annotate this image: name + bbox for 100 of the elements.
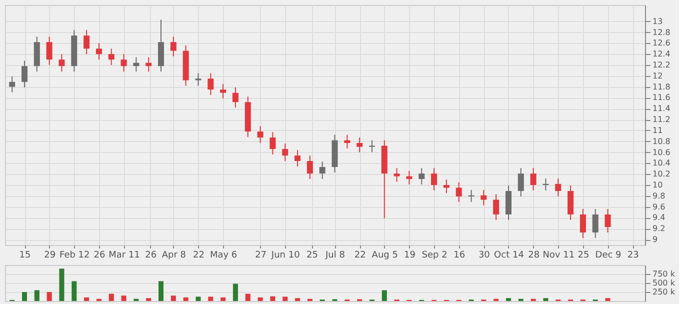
bar	[72, 281, 77, 301]
y-tick-label: 10.4	[652, 158, 670, 168]
y-tick-label: 9	[652, 235, 658, 244]
y-tick-label: 12.4	[652, 50, 670, 59]
candlestick	[319, 161, 326, 180]
bar	[605, 298, 610, 301]
bar	[282, 296, 288, 301]
x-tick-label: May 6	[210, 250, 238, 260]
x-tick-label: 25	[578, 250, 590, 260]
x-tick-label: Dec 9	[595, 250, 622, 260]
bar	[220, 297, 226, 301]
bar	[121, 296, 126, 301]
y-tick-label: 11.6	[652, 93, 670, 102]
x-tick-label: 26	[145, 250, 157, 260]
y-tick-label: 500 k	[652, 278, 676, 288]
candlestick	[456, 182, 462, 202]
y-tick-label: 10	[652, 180, 663, 190]
bar	[196, 296, 201, 301]
candlestick	[431, 168, 438, 191]
x-tick-label: 19	[404, 250, 416, 260]
candlestick	[542, 178, 549, 191]
y-tick-label: 12.6	[652, 38, 670, 48]
x-tick-label: 22	[193, 250, 204, 260]
candlestick	[9, 76, 16, 93]
bar	[170, 296, 176, 301]
candlestick	[22, 60, 28, 88]
x-tick-label: 22	[354, 250, 366, 260]
x-tick-label: Aug 5	[372, 250, 398, 260]
candlestick	[108, 48, 114, 66]
bar	[270, 296, 276, 301]
candlestick	[505, 185, 512, 220]
x-tick-label: Jun 10	[270, 250, 300, 260]
candlestick	[306, 155, 313, 180]
bar	[183, 297, 188, 301]
bar	[382, 290, 387, 301]
candlestick	[282, 143, 288, 162]
x-tick-label: Nov 11	[542, 250, 575, 260]
bar	[158, 281, 164, 301]
y-tick-label: 750 k	[652, 270, 676, 278]
bar	[84, 297, 90, 301]
candlestick	[270, 132, 276, 155]
candlestick	[580, 208, 586, 238]
x-tick-label: Apr 8	[162, 250, 186, 260]
candlestick	[406, 170, 412, 185]
candlestick	[344, 134, 350, 149]
candlestick	[257, 126, 264, 144]
bar	[34, 290, 40, 301]
candlestick	[443, 179, 450, 194]
x-tick-label: 28	[528, 250, 540, 260]
y-tick-label: 9.6	[652, 202, 666, 212]
candlestick	[84, 30, 90, 55]
y-tick-label: 11.8	[652, 82, 670, 92]
x-tick-label: 30	[478, 250, 490, 260]
candlestick	[394, 168, 400, 182]
bar	[245, 294, 250, 301]
candlestick	[133, 56, 140, 72]
bar	[108, 294, 114, 301]
candlestick	[195, 72, 202, 86]
candlestick	[493, 194, 500, 220]
y-tick-label: 9.8	[652, 191, 666, 200]
x-tick-label: Sep 2	[422, 250, 448, 260]
candlestick	[170, 36, 176, 57]
y-tick-label: 250 k	[652, 288, 676, 296]
x-tick-label: 23	[627, 250, 639, 260]
y-tick-label: 11.2	[652, 115, 670, 124]
candlestick	[368, 140, 375, 153]
x-tick-label: Feb 12	[60, 250, 90, 260]
candlestick	[96, 42, 102, 60]
y-tick-label: 12.8	[652, 28, 670, 37]
candlestick	[568, 185, 574, 220]
candlestick	[592, 208, 598, 238]
x-tick-label: 26	[94, 250, 106, 260]
bar	[146, 298, 152, 301]
candlestick	[120, 54, 127, 72]
bar	[59, 268, 64, 301]
candlestick	[518, 168, 524, 197]
candlestick	[468, 189, 474, 202]
x-tick-label: 29	[44, 250, 56, 260]
y-tick-label: 10.6	[652, 148, 670, 157]
x-tick-label: 25	[306, 250, 318, 260]
x-tick-label: 16	[454, 250, 466, 260]
candlestick	[208, 72, 214, 96]
candlestick	[158, 19, 164, 72]
candlestick	[418, 168, 425, 185]
bar	[295, 298, 300, 301]
x-tick-label: Jul 8	[324, 250, 346, 260]
y-tick-label: 10.2	[652, 170, 670, 179]
candlestick	[604, 208, 611, 233]
candlestick	[232, 86, 238, 108]
candlestick	[58, 54, 65, 72]
candlestick	[356, 137, 363, 153]
candlestick	[530, 168, 536, 191]
bar	[22, 292, 27, 301]
bar	[208, 296, 214, 301]
y-tick-label: 10.8	[652, 136, 670, 146]
y-tick-label: 11	[652, 126, 663, 135]
candlestick	[294, 150, 301, 167]
bar	[258, 297, 263, 301]
candlestick	[46, 36, 52, 66]
candlestick	[480, 189, 487, 206]
